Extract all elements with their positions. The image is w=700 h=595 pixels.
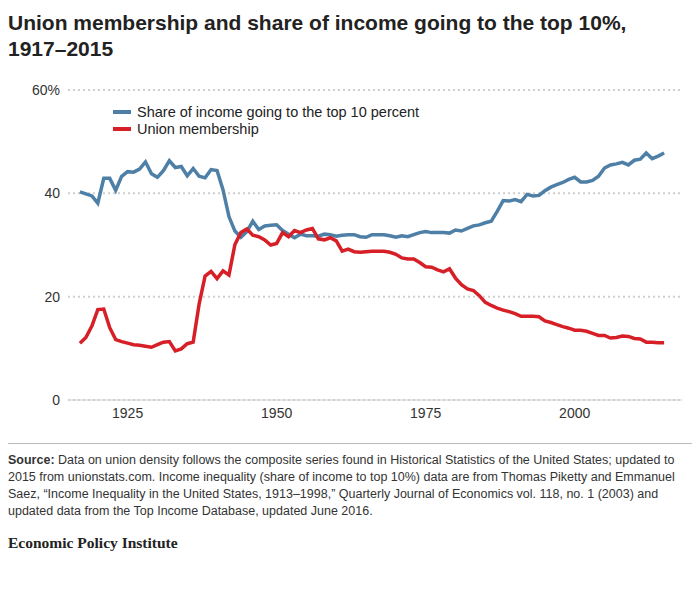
- svg-text:1950: 1950: [261, 404, 292, 420]
- svg-text:1975: 1975: [410, 404, 441, 420]
- svg-text:40: 40: [44, 185, 60, 201]
- svg-text:0: 0: [52, 391, 60, 407]
- html-text:Share of income going to the t: Share of income going to the top 10 perc…: [137, 103, 420, 120]
- svg-text:2000: 2000: [559, 404, 590, 420]
- svg-text:60%: 60%: [32, 81, 60, 97]
- html-text:Source: Data on union density: Source: Data on union density follows th…: [8, 452, 675, 518]
- html-text:Economic Policy Institute: Economic Policy Institute: [8, 533, 178, 551]
- html-text:Union membership: Union membership: [137, 120, 259, 137]
- svg-text:1925: 1925: [112, 404, 143, 420]
- html-text:Union membership and share of: Union membership and share of income goi…: [8, 11, 627, 61]
- svg-text:20: 20: [44, 288, 60, 304]
